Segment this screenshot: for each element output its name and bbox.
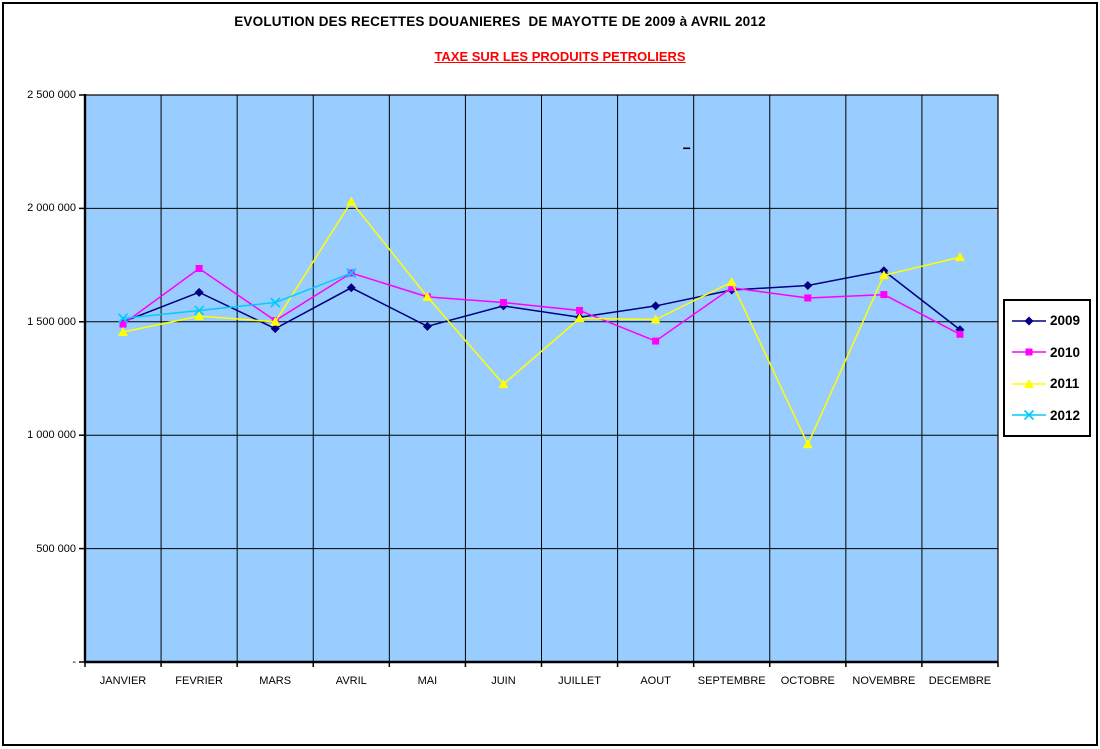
marker-2010-9 (804, 294, 812, 302)
marker-2011-11 (954, 252, 965, 262)
marker-2012-1 (194, 305, 204, 316)
legend-entry-2011: 2011 (1011, 376, 1087, 391)
marker-2011-5 (498, 379, 509, 389)
marker-2009-4 (422, 321, 432, 331)
series-line-2011 (122, 200, 961, 447)
marker-2009-9 (803, 281, 813, 291)
legend-marker-glyph-2009 (1024, 316, 1034, 326)
legend-entry-2009: 2009 (1011, 313, 1087, 328)
legend-label-2012: 2012 (1050, 407, 1081, 423)
x-axis-label-juillet: JUILLET (558, 675, 601, 687)
x-axis-label-mai: MAI (417, 675, 438, 687)
marker-2011-1 (194, 311, 205, 321)
y-axis-label-4: 500 000 (36, 542, 76, 555)
chart-subtitle: TAXE SUR LES PRODUITS PETROLIERS (434, 49, 686, 64)
legend-marker-2012 (1012, 410, 1046, 421)
x-axis-label-decembre: DECEMBRE (928, 675, 992, 687)
marker-2010-8 (728, 284, 736, 292)
marker-2012-2 (270, 297, 281, 308)
legend-marker-2009 (1012, 316, 1046, 326)
y-axis-label-5: - (72, 656, 76, 668)
marker-2011-0 (118, 327, 129, 337)
y-axis-label-2: 1 500 000 (27, 315, 76, 328)
x-axis-label-septembre: SEPTEMBRE (697, 675, 766, 687)
x-axis-label-fevrier: FEVRIER (175, 675, 223, 687)
y-axis-label-3: 1 000 000 (27, 429, 76, 442)
x-axis-label-mars: MARS (259, 675, 292, 687)
x-axis-label-janvier: JANVIER (99, 675, 147, 687)
marker-2010-5 (499, 299, 507, 307)
legend-label-2010: 2010 (1050, 344, 1081, 360)
x-axis-label-octobre: OCTOBRE (780, 675, 835, 687)
marker-2011-8 (726, 277, 737, 287)
y-axis-label-0: 2 500 000 (27, 89, 76, 101)
marker-2012-3 (346, 268, 357, 278)
legend-marker-glyph-2012 (1024, 410, 1034, 421)
series-line-2010 (122, 267, 961, 342)
marker-2012-0 (118, 313, 128, 324)
legend-marker-glyph-2010 (1025, 348, 1033, 356)
series-line-2012 (122, 272, 352, 320)
chart-title: EVOLUTION DES RECETTES DOUANIERES DE MAY… (234, 14, 766, 29)
marker-2011-10 (878, 270, 889, 280)
x-axis-label-aout: AOUT (640, 675, 671, 687)
marker-2011-9 (802, 439, 813, 449)
legend-marker-glyph-2011 (1024, 378, 1034, 388)
legend-entry-2010: 2010 (1011, 345, 1087, 360)
marker-2011-4 (422, 291, 433, 301)
marker-2010-1 (195, 265, 203, 273)
series-line-2009 (122, 269, 961, 331)
legend-entry-2012: 2012 (1011, 408, 1087, 423)
x-axis-label-juin: JUIN (491, 675, 516, 687)
marker-2011-3 (346, 196, 357, 206)
legend-label-2011: 2011 (1050, 376, 1080, 392)
marker-2009-7 (651, 301, 661, 311)
marker-2009-1 (194, 287, 204, 297)
legend-marker-2011 (1012, 378, 1046, 388)
legend-marker-2010 (1012, 348, 1046, 356)
marker-2011-7 (650, 314, 661, 324)
marker-2010-10 (880, 291, 888, 299)
marker-2011-6 (574, 313, 585, 323)
marker-2010-0 (119, 320, 127, 328)
marker-2010-11 (956, 330, 964, 338)
marker-2009-3 (346, 283, 356, 293)
marker-2009-2 (270, 324, 280, 334)
marker-2010-6 (576, 306, 584, 314)
marker-2011-2 (270, 316, 281, 326)
x-axis-label-novembre: NOVEMBRE (852, 675, 916, 687)
y-axis-label-1: 2 000 000 (27, 202, 76, 215)
marker-2010-7 (652, 337, 660, 345)
x-axis-label-avril: AVRIL (335, 675, 367, 687)
legend: 2009 2010 2011 2012 (1003, 299, 1091, 437)
legend-label-2009: 2009 (1050, 313, 1081, 329)
